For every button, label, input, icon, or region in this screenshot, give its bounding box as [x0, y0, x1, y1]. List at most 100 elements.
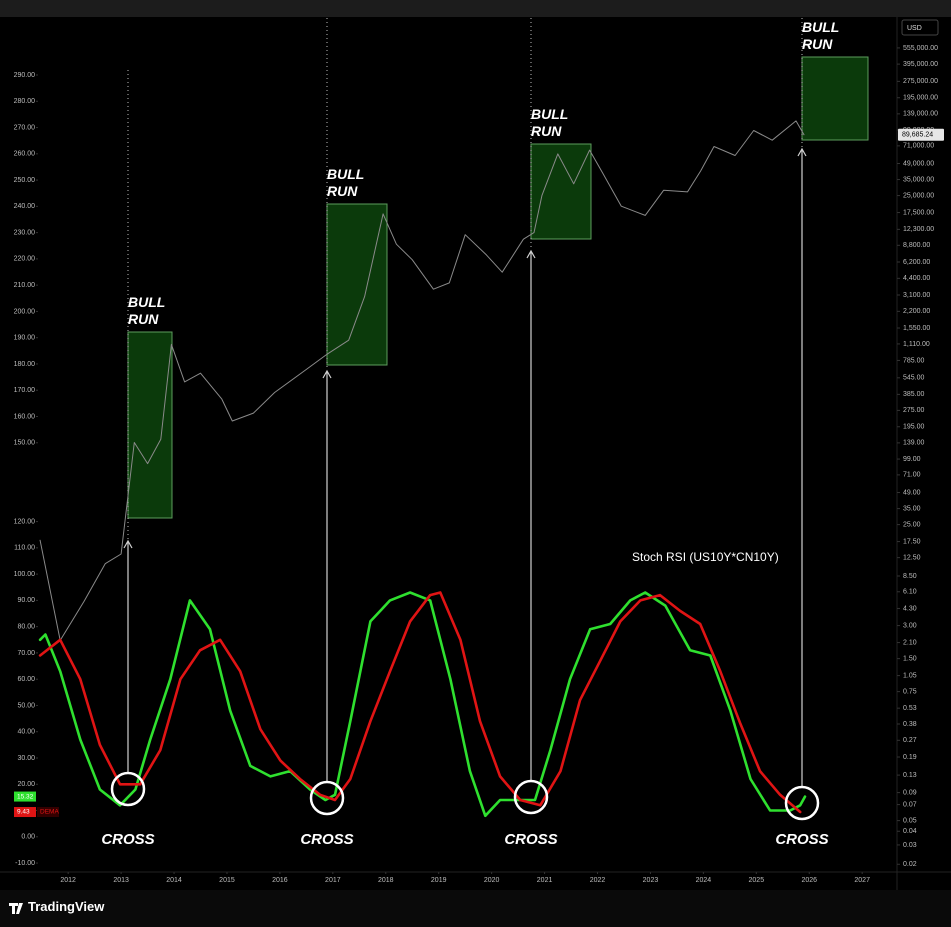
y2-tick-label: 0.53 — [903, 705, 917, 712]
y2-tick-label: 6.10 — [903, 589, 917, 596]
y-tick-label: 50.00 — [17, 702, 35, 709]
y2-tick-label: 0.38 — [903, 721, 917, 728]
y2-tick-label: 4,400.00 — [903, 275, 930, 282]
y2-tick-label: 99.00 — [903, 456, 921, 463]
bull-run-boxes — [127, 56, 869, 519]
arrows — [123, 147, 807, 786]
x-tick-label: 2012 — [60, 877, 76, 884]
y2-tick-label: 8.50 — [903, 573, 917, 580]
y2-tick-label: 4.30 — [903, 605, 917, 612]
y2-tick-label: 0.05 — [903, 817, 917, 824]
y2-tick-label: 139.00 — [903, 440, 925, 447]
y2-tick-label: 3,100.00 — [903, 292, 930, 299]
cross-label: CROSS — [775, 831, 829, 848]
y2-tick-label: 25,000.00 — [903, 192, 934, 199]
series-line — [38, 591, 802, 814]
bull-run-label: BULL RUN — [327, 166, 365, 199]
y2-tick-label: 25.00 — [903, 521, 921, 528]
y-tick-label: 230.00 — [14, 229, 36, 236]
y2-tick-label: 17,500.00 — [903, 209, 934, 216]
y2-tick-label: 49,000.00 — [903, 160, 934, 167]
arrow — [526, 249, 536, 780]
y2-tick-label: 6,200.00 — [903, 259, 930, 266]
cross-label: CROSS — [300, 831, 354, 848]
y-tick-label: 80.00 — [17, 623, 35, 630]
y2-tick-label: 8,800.00 — [903, 242, 930, 249]
y2-tick-label: 545.00 — [903, 375, 925, 382]
y2-tick-label: 0.07 — [903, 801, 917, 808]
y2-tick-label: 49.00 — [903, 489, 921, 496]
y2-tick-label: 71.00 — [903, 472, 921, 479]
brand-logo — [9, 903, 23, 914]
x-tick-label: 2025 — [749, 877, 765, 884]
x-tick-label: 2018 — [378, 877, 394, 884]
cross-circle — [513, 779, 549, 815]
y-tick-label: 90.00 — [17, 597, 35, 604]
y-tick-label: 260.00 — [14, 151, 36, 158]
x-tick-label: 2021 — [537, 877, 553, 884]
y2-tick-label: 0.04 — [903, 828, 917, 835]
cross-circle — [309, 780, 345, 816]
y-tick-label: 40.00 — [17, 729, 35, 736]
y2-tick-label: 0.09 — [903, 789, 917, 796]
cross-label: CROSS — [101, 831, 155, 848]
x-tick-label: 2026 — [801, 877, 817, 884]
axes: 290.00 280.00 270.00 260.00 250.00 240.00 230.… — [14, 45, 944, 884]
bull-run-box — [801, 56, 869, 141]
y-tick-label: 100.00 — [14, 571, 36, 578]
x-tick-label: 2017 — [325, 877, 341, 884]
y-tick-label: 240.00 — [14, 203, 36, 210]
y2-tick-label: 785.00 — [903, 357, 925, 364]
y2-tick-label: 71,000.00 — [903, 143, 934, 150]
y-tick-label: 190.00 — [14, 335, 36, 342]
series-line — [39, 120, 805, 641]
y2-tick-label: 0.27 — [903, 737, 917, 744]
indicator-title: Stoch RSI (US10Y*CN10Y) — [632, 550, 779, 564]
bull-run-label: BULL RUN — [531, 106, 569, 139]
y-tick-label: 120.00 — [14, 518, 36, 525]
currency-box — [901, 19, 939, 36]
y2-tick-label: 0.75 — [903, 688, 917, 695]
price-badge — [898, 128, 944, 141]
x-tick-label: 2023 — [643, 877, 659, 884]
value-badge-label: 9.43 — [17, 809, 30, 816]
value-badge — [14, 807, 36, 818]
footer-bar — [0, 890, 951, 927]
y2-tick-label: 1.05 — [903, 672, 917, 679]
y-tick-label: 180.00 — [14, 361, 36, 368]
y-tick-label: 250.00 — [14, 177, 36, 184]
y2-tick-label: 385.00 — [903, 391, 925, 398]
currency-label: USD — [907, 25, 922, 32]
brand-name: TradingView — [28, 899, 105, 914]
y-tick-label: 150.00 — [14, 440, 36, 447]
arrow — [797, 147, 807, 786]
bull-run-box — [326, 203, 388, 366]
y2-tick-label: 0.03 — [903, 842, 917, 849]
y2-tick-label: 17.50 — [903, 538, 921, 545]
y2-tick-label: 0.02 — [903, 861, 917, 868]
legend-label: DEMA — [40, 809, 59, 816]
y2-tick-label: 35,000.00 — [903, 176, 934, 183]
y2-tick-label: 0.13 — [903, 772, 917, 779]
y2-tick-label: 195,000.00 — [903, 95, 938, 102]
price-badge-label: 89,685.24 — [902, 132, 933, 139]
y-tick-label: 200.00 — [14, 308, 36, 315]
y-tick-label: 20.00 — [17, 781, 35, 788]
y-tick-label: 280.00 — [14, 98, 36, 105]
series-layer — [38, 120, 807, 818]
y-tick-label: 170.00 — [14, 387, 36, 394]
legend-badge — [37, 807, 59, 818]
y2-tick-label: 395,000.00 — [903, 61, 938, 68]
y-tick-label: 160.00 — [14, 413, 36, 420]
cross-label: CROSS — [504, 831, 558, 848]
bull-run-box — [530, 143, 592, 240]
arrow — [322, 369, 332, 781]
vertical-markers — [127, 18, 803, 540]
x-tick-label: 2014 — [166, 877, 182, 884]
y2-tick-label: 275.00 — [903, 407, 925, 414]
x-tick-label: 2024 — [696, 877, 712, 884]
y-tick-label: 30.00 — [17, 755, 35, 762]
bull-run-label: BULL RUN — [128, 294, 166, 327]
